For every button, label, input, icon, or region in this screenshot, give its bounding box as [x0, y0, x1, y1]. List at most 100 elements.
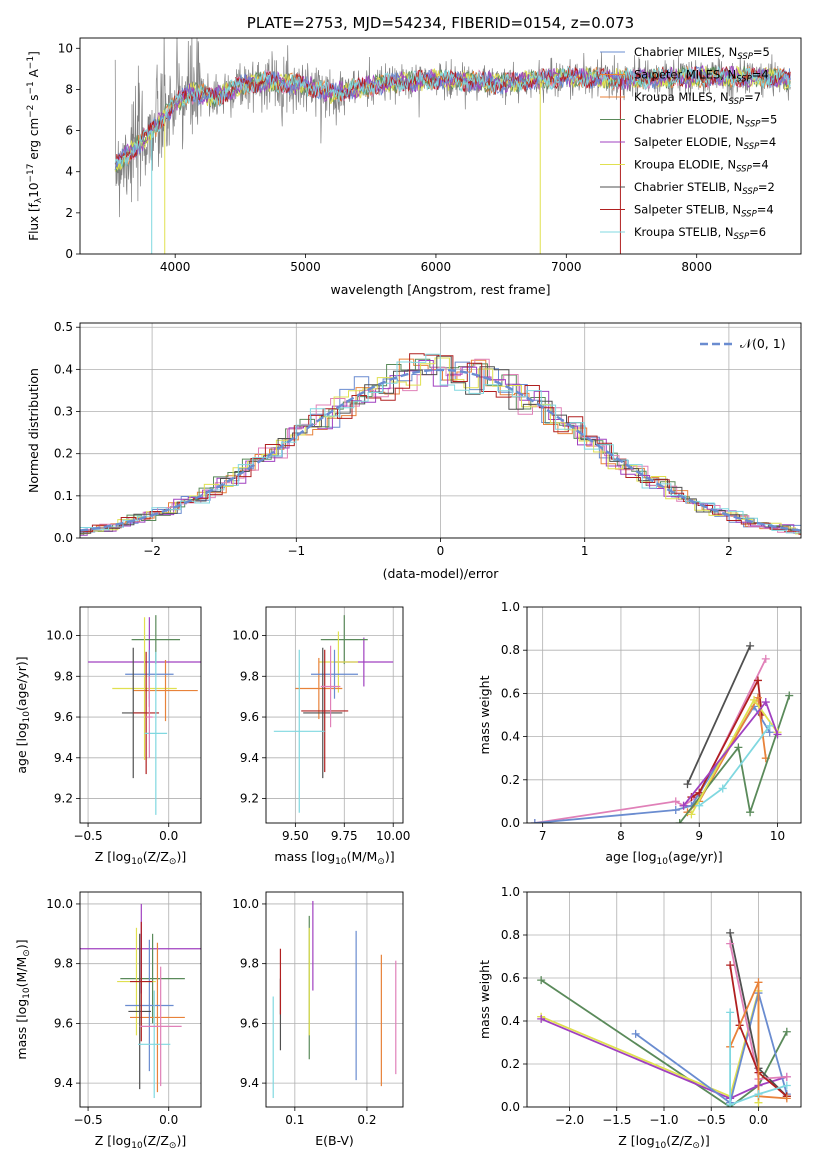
legend-entry-label: Salpeter ELODIE, N — [634, 135, 744, 149]
legend-entry-label: Kroupa MILES, N — [634, 90, 729, 104]
mass-vs-z-y-label-part: ⊙ — [22, 949, 32, 957]
legend-entry-tail: =4 — [752, 158, 769, 172]
mass-vs-z-y-tick-label: 9.4 — [54, 1076, 73, 1090]
mass-weight-point-marker — [631, 1029, 640, 1038]
age-vs-mass-x-label-part: )] — [385, 849, 395, 864]
mass-weight-vs-z-chart: −2.0 −1.5 −1.0 −0.5 0.0 0.0 0.2 0.4 0.6 0.8 1.0 Z [… — [477, 885, 802, 1151]
mass-vs-z-x-label-part: ⊙ — [169, 1141, 177, 1151]
legend-entry: Chabrier MILES, NSSP=5 — [634, 45, 770, 62]
mass-weight-point-marker — [683, 780, 692, 789]
mass-weight-point-marker — [726, 1008, 735, 1017]
residuals-axes-frame — [79, 322, 802, 539]
mass-weight-vs-z-axes-frame — [526, 891, 802, 1108]
mass-vs-ebv-x-tick-label: 0.2 — [357, 1113, 376, 1127]
mass-weight-point-marker — [679, 801, 688, 810]
residuals-x-tick-label: 2 — [725, 544, 733, 558]
age-vs-z-plot-area — [80, 607, 201, 823]
mass-vs-ebv-y-tick-label: 9.8 — [240, 957, 259, 971]
mass-vs-z-y-label-part: mass [log — [14, 999, 29, 1060]
mass-vs-ebv-x-tick-label: 0.1 — [285, 1113, 304, 1127]
mass-vs-z-x-tick-label: 0.0 — [159, 1113, 178, 1127]
age-vs-z-y-tick-label: 9.6 — [54, 710, 73, 724]
spectrum-y-label-part: ] — [27, 51, 41, 56]
residuals-x-label: (data-model)/error — [383, 566, 500, 581]
mass-weight-vs-z-x-label-part: )] — [700, 1133, 710, 1148]
mass-weight-point-marker — [785, 691, 794, 700]
mass-vs-z-x-label: Z [log10(Z/Z⊙)] — [95, 1133, 186, 1151]
mass-weight-vs-age-y-tick-label: 0.8 — [501, 643, 520, 657]
spectrum-x-tick-label: 7000 — [551, 260, 582, 274]
spectrum-y-label: Flux [fλ10−17 erg cm−2 s−1 A−1] — [26, 51, 44, 241]
spectrum-y-tick-label: 10 — [58, 41, 73, 55]
spectrum-model-line — [114, 65, 791, 172]
mass-weight-series-line — [686, 645, 751, 785]
age-vs-mass-y-tick-label: 9.4 — [240, 751, 259, 765]
legend-entry-tail: =5 — [753, 45, 770, 59]
mass-weight-vs-age-y-tick-label: 0.2 — [501, 773, 520, 787]
mass-weight-vs-age-plot-area — [527, 607, 801, 823]
spectrum-y-label-part: Flux [f — [27, 202, 41, 240]
mass-vs-z-x-label-part: 10 — [131, 1141, 143, 1151]
age-vs-mass-chart: 9.50 9.75 10.00 9.2 9.4 9.6 9.8 10.0 mass [log10… — [232, 606, 410, 867]
legend-entry-label: Kroupa ELODIE, N — [634, 158, 736, 172]
mass-weight-series-line — [729, 981, 787, 1100]
age-vs-mass-y-tick-label: 9.8 — [240, 669, 259, 683]
residuals-y-tick-label: 0.3 — [54, 405, 73, 419]
mass-vs-z-y-label-part: (M/M — [14, 957, 29, 988]
mass-weight-vs-age-axes-frame — [526, 606, 802, 824]
mass-weight-series-line — [729, 964, 788, 1097]
mass-weight-point-marker — [726, 961, 735, 970]
mass-weight-vs-age-x-tick-label: 9 — [695, 829, 703, 843]
legend-entry-sub: SSP — [736, 75, 752, 85]
mass-vs-z-y-label-part: )] — [14, 939, 29, 949]
spectrum-title: PLATE=2753, MJD=54234, FIBERID=0154, z=0… — [247, 14, 634, 32]
spectrum-y-label-part: λ — [34, 197, 44, 203]
age-vs-z-y-label-part: age [log — [14, 722, 29, 773]
mass-vs-ebv-y-tick-label: 10.0 — [232, 897, 259, 911]
spectrum-chart: 4000 5000 6000 7000 8000 0 2 4 6 8 10 PLATE=2753, M… — [26, 14, 802, 297]
legend-entry-sub: SSP — [729, 97, 745, 107]
legend-entry-label: Chabrier MILES, N — [634, 45, 737, 59]
spectrum-y-label-part: A — [27, 68, 41, 81]
residuals-y-tick-label: 0.4 — [54, 362, 73, 376]
mass-weight-point-marker — [782, 1027, 791, 1036]
mass-weight-vs-age-y-tick-label: 0.0 — [501, 816, 520, 830]
spectrum-model-line — [114, 64, 791, 168]
age-vs-z-x-label-part: )] — [176, 849, 186, 864]
legend-entry-sub: SSP — [736, 165, 752, 175]
spectrum-y-tick-label: 8 — [65, 82, 73, 96]
legend-entry-label: Salpeter MILES, N — [634, 68, 736, 82]
mass-weight-point-marker — [765, 721, 774, 730]
age-vs-z-y-tick-label: 9.4 — [54, 751, 73, 765]
mass-vs-z-y-tick-label: 9.6 — [54, 1016, 73, 1030]
mass-vs-z-plot-area — [80, 892, 201, 1107]
mass-weight-point-marker — [750, 695, 759, 704]
legend-entry-tail: =4 — [759, 135, 776, 149]
mass-weight-point-marker — [718, 784, 727, 793]
mass-vs-z-axes-frame — [79, 891, 202, 1108]
age-vs-mass-x-tick-label: 9.50 — [282, 829, 309, 843]
legend-entry: Kroupa STELIB, NSSP=6 — [634, 225, 766, 242]
residuals-x-tick-label: 1 — [581, 544, 589, 558]
legend-entry: Salpeter ELODIE, NSSP=4 — [634, 135, 776, 152]
mass-weight-point-marker — [675, 819, 684, 823]
mass-weight-vs-z-x-tick-label: 0.0 — [749, 1113, 768, 1127]
mass-vs-z-x-tick-label: −0.5 — [73, 1113, 102, 1127]
age-vs-mass-y-tick-label: 9.6 — [240, 710, 259, 724]
mass-weight-vs-z-x-label: Z [log10(Z/Z⊙)] — [618, 1133, 709, 1151]
legend-entry-tail: =4 — [757, 203, 774, 217]
age-vs-mass-x-label-part: mass [log — [274, 849, 335, 864]
age-vs-z-y-tick-label: 9.8 — [54, 669, 73, 683]
mass-vs-z-x-label-part: Z [log — [95, 1133, 131, 1148]
legend-entry-sub: SSP — [742, 187, 758, 197]
legend-entry-tail: =2 — [758, 180, 775, 194]
mass-weight-point-marker — [726, 939, 735, 948]
mass-weight-point-marker — [782, 1072, 791, 1081]
mass-weight-vs-z-y-label: mass weight — [477, 960, 492, 1039]
age-vs-z-x-tick-label: −0.5 — [73, 829, 102, 843]
mass-weight-series-line — [678, 695, 791, 823]
spectrum-x-tick-label: 6000 — [421, 260, 452, 274]
age-vs-mass-axes-frame — [265, 606, 404, 824]
mass-weight-vs-z-y-tick-label: 1.0 — [501, 885, 520, 899]
